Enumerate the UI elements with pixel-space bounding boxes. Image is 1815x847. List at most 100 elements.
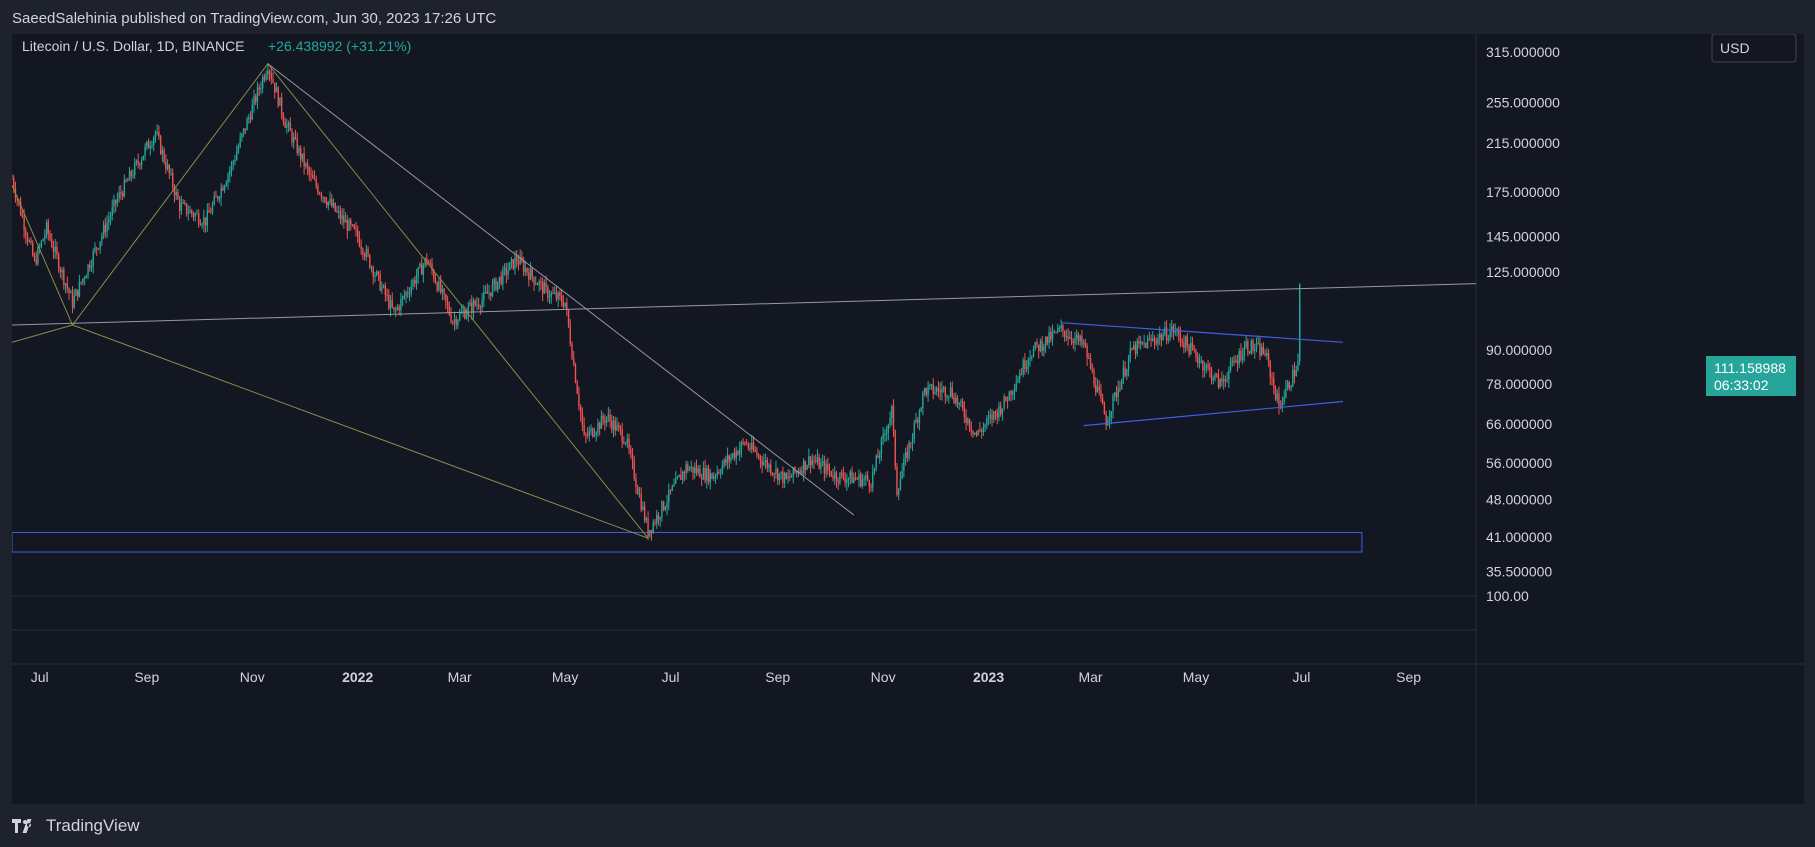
candle-body (659, 516, 661, 520)
candle (1217, 368, 1220, 390)
candle-body (1038, 344, 1040, 352)
candle-body (1096, 386, 1099, 393)
candle-body (796, 471, 798, 473)
candle-body (462, 311, 464, 313)
candle-body (1200, 360, 1202, 362)
candle-body (955, 397, 957, 403)
candle (1112, 393, 1114, 419)
support-zone-rect[interactable] (11, 531, 1363, 553)
candle (979, 422, 981, 433)
candle-body (130, 171, 132, 177)
fib-line[interactable] (11, 185, 73, 326)
trendline[interactable] (11, 283, 1477, 326)
candle-body (123, 179, 126, 197)
candle (1010, 389, 1012, 402)
fib-line[interactable] (72, 324, 649, 539)
candle (548, 289, 551, 304)
candle-body (441, 288, 444, 293)
candle-body (173, 187, 176, 196)
support-zone[interactable] (11, 531, 1363, 553)
candle-body (951, 387, 953, 398)
triangle-line[interactable] (1083, 400, 1343, 427)
candle-body (210, 212, 212, 214)
candle (856, 476, 858, 481)
candle-body (624, 442, 627, 444)
candle (1221, 371, 1223, 387)
candle (441, 284, 444, 301)
price-tick-label: 145.000000 (1486, 229, 1560, 245)
price-chart[interactable]: 315.000000255.000000215.000000175.000000… (11, 33, 1804, 804)
candle (111, 199, 113, 221)
candle (1093, 367, 1095, 388)
fib-line[interactable] (267, 63, 649, 539)
candle-body (676, 477, 679, 479)
candle-body (939, 390, 941, 393)
candle-body (222, 187, 224, 191)
currency-button[interactable]: USD (1711, 33, 1797, 63)
candle (403, 289, 406, 300)
candle-body (244, 128, 247, 131)
tradingview-brand-label: TradingView (46, 816, 140, 835)
candle-body (1245, 341, 1247, 347)
price-axis[interactable]: 315.000000255.000000215.000000175.000000… (1486, 44, 1560, 604)
candle-body (443, 288, 445, 295)
candle-body (970, 428, 972, 431)
candle-body (301, 153, 304, 160)
drawing-tools[interactable] (11, 63, 1477, 539)
candle (1057, 323, 1059, 334)
candle-body (1202, 360, 1204, 371)
candle (929, 383, 931, 390)
candle (1048, 326, 1050, 349)
candle (199, 218, 202, 226)
candle-body (1133, 344, 1135, 350)
candle-body (401, 296, 404, 300)
candle (904, 447, 907, 466)
candle-body (1266, 353, 1268, 356)
candle-body (1044, 336, 1047, 347)
candle (163, 147, 165, 165)
candle-body (92, 251, 94, 266)
candle-body (694, 467, 696, 473)
candle (955, 392, 957, 407)
candle (407, 286, 409, 298)
candle-body (1017, 379, 1019, 383)
fib-line[interactable] (72, 63, 269, 326)
fib-line[interactable] (11, 324, 73, 343)
candle-body (185, 203, 188, 214)
candle-body (147, 141, 150, 149)
candle-body (640, 494, 642, 510)
candle (1264, 349, 1266, 357)
candle-body (906, 451, 909, 458)
candle-body (21, 214, 24, 217)
candle-body (393, 307, 395, 310)
candle (334, 202, 336, 213)
candle (692, 466, 694, 481)
tradingview-brand[interactable]: TradingView (12, 816, 140, 836)
candle (1276, 389, 1278, 404)
candle (598, 421, 601, 436)
candle-body (770, 464, 772, 474)
price-tick-label: 41.000000 (1486, 529, 1552, 545)
triangle-line[interactable] (1061, 322, 1343, 343)
candle (764, 453, 767, 470)
candle-body (225, 182, 228, 186)
candle-body (322, 197, 324, 199)
candle (887, 423, 890, 441)
candle-body (1124, 367, 1126, 376)
candle (370, 265, 373, 273)
candle-body (376, 271, 378, 276)
candle (301, 153, 304, 163)
candle (1209, 362, 1211, 378)
trendline[interactable] (267, 63, 855, 516)
candle (1278, 386, 1280, 415)
time-tick-label: 2023 (973, 669, 1004, 685)
candle-body (695, 467, 698, 473)
candle (496, 281, 499, 293)
candle-body (206, 210, 209, 226)
candle-body (412, 280, 414, 287)
time-axis[interactable]: Jul Sep Nov 2022 Mar May Jul Sep Nov 2023 Mar May Ju… (31, 669, 1422, 685)
candle (818, 453, 820, 470)
candle (1197, 352, 1199, 368)
candle-body (23, 216, 25, 231)
candle-body (856, 478, 858, 480)
